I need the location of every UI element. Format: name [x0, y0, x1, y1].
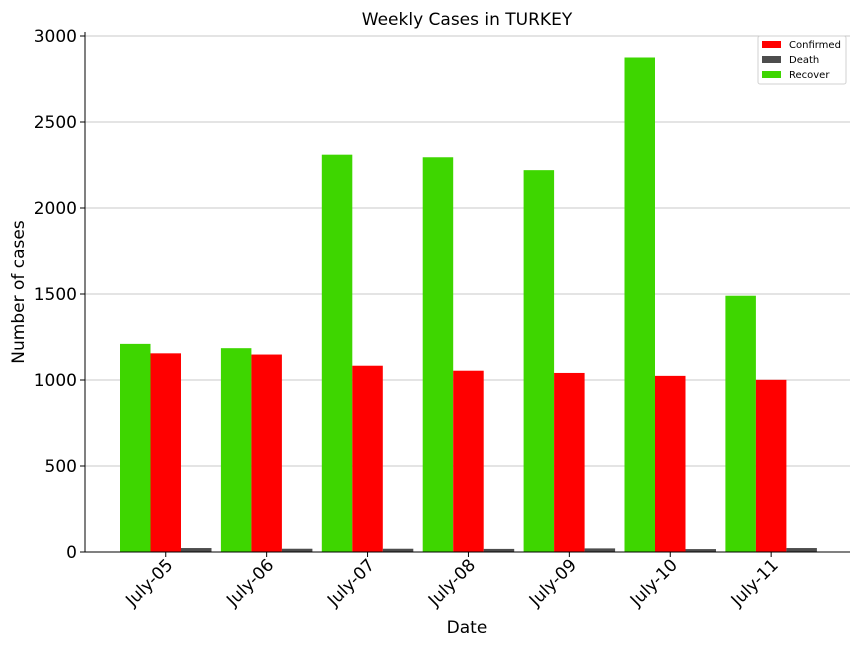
legend-label-confirmed: Confirmed — [789, 40, 841, 51]
legend-label-recover: Recover — [789, 70, 830, 81]
bar-death — [685, 549, 716, 552]
legend-swatch-confirmed — [762, 41, 781, 48]
bar-recover — [422, 157, 454, 552]
bar-confirmed — [352, 365, 383, 552]
y-tick-label: 2000 — [34, 199, 77, 219]
legend-swatch-recover — [762, 71, 781, 78]
bars — [120, 57, 817, 552]
y-tick-labels: 0 500 1000 1500 2000 2500 3000 — [34, 27, 85, 563]
legend-label-death: Death — [789, 55, 819, 66]
bar-confirmed — [251, 354, 282, 552]
x-tick-label: July-11 — [727, 555, 783, 611]
x-tick-label: July-10 — [626, 555, 682, 611]
bar-recover — [321, 154, 353, 552]
y-tick-label: 2500 — [34, 113, 77, 133]
bar-confirmed — [655, 375, 686, 552]
bar-recover — [220, 348, 252, 552]
bar-confirmed — [453, 370, 484, 552]
bar-confirmed — [755, 379, 787, 552]
x-axis-title: Date — [447, 618, 488, 638]
bar-death — [181, 548, 212, 552]
x-tick-label: July-08 — [424, 555, 480, 611]
x-tick-labels: July-05 July-06 July-07 July-08 July-09 July-… — [121, 552, 783, 611]
bar-death — [281, 548, 313, 552]
y-axis-title: Number of cases — [9, 220, 29, 364]
axes — [84, 32, 850, 553]
x-tick-label: July-05 — [121, 555, 177, 611]
legend: Confirmed Death Recover — [757, 35, 847, 85]
x-tick-label: July-07 — [323, 555, 379, 611]
x-tick-label: July-09 — [525, 555, 581, 611]
chart-title: Weekly Cases in TURKEY — [362, 10, 573, 30]
bar-death — [584, 548, 616, 552]
y-tick-label: 0 — [66, 543, 77, 563]
bar-confirmed — [150, 353, 181, 552]
bar-death — [382, 548, 414, 552]
bar-confirmed — [554, 372, 585, 552]
y-tick-label: 500 — [45, 457, 77, 477]
y-tick-label: 1500 — [34, 285, 77, 305]
legend-swatch-death — [762, 56, 781, 63]
y-tick-label: 3000 — [34, 27, 77, 47]
x-tick-label: July-06 — [222, 555, 278, 611]
bar-recover — [725, 295, 756, 552]
bar-death — [786, 548, 817, 552]
bar-death — [483, 548, 515, 552]
bar-recover — [523, 170, 555, 552]
bar-recover — [624, 57, 655, 552]
bar-recover — [120, 343, 151, 552]
y-tick-label: 1000 — [34, 371, 77, 391]
